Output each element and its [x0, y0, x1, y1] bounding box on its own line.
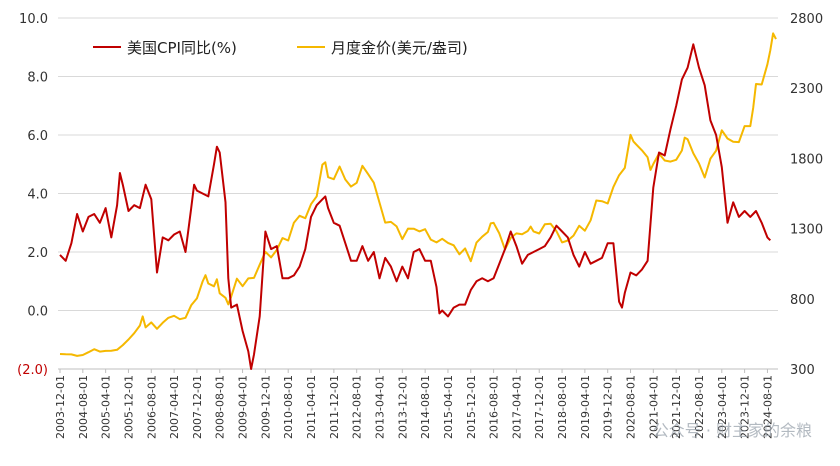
x-tick-label: 2009-04-01	[237, 375, 250, 439]
left-tick-label: 2.0	[27, 246, 48, 261]
left-tick-label: (2.0)	[17, 363, 48, 378]
legend-item-cpi: 美国CPI同比(%)	[93, 39, 237, 57]
legend: 美国CPI同比(%) 月度金价(美元/盎司)	[93, 39, 468, 57]
x-tick-label: 2022-08-01	[693, 375, 706, 439]
right-tick-label: 1300	[790, 223, 823, 238]
x-tick-label: 2007-12-01	[191, 375, 204, 439]
legend-item-gold: 月度金价(美元/盎司)	[297, 39, 468, 57]
right-tick-label: 800	[790, 293, 815, 308]
series-line-gold	[59, 32, 777, 357]
x-tick-label: 2004-08-01	[77, 375, 90, 439]
x-tick-label: 2007-04-01	[168, 375, 181, 439]
x-tick-label: 2005-12-01	[122, 375, 135, 439]
right-tick-label: 1800	[790, 152, 823, 167]
x-tick-label: 2015-04-01	[442, 375, 455, 439]
x-tick-label: 2010-08-01	[282, 375, 295, 439]
x-tick-label: 2013-04-01	[373, 375, 386, 439]
x-tick-label: 2013-12-01	[396, 375, 409, 439]
x-tick-label: 2005-04-01	[100, 375, 113, 439]
x-tick-label: 2023-04-01	[716, 375, 729, 439]
x-tick-label: 2015-12-01	[465, 375, 478, 439]
left-tick-label: 10.0	[19, 12, 48, 27]
right-tick-label: 2300	[790, 82, 823, 97]
right-tick-label: 300	[790, 363, 815, 378]
x-tick-label: 2009-12-01	[259, 375, 272, 439]
x-tick-label: 2011-04-01	[305, 375, 318, 439]
x-tick-label: 2017-04-01	[510, 375, 523, 439]
left-tick-label: 8.0	[27, 71, 48, 86]
x-tick-label: 2006-08-01	[145, 375, 158, 439]
watermark-text: 公众号 · 财主家的余粮	[653, 421, 812, 440]
x-tick-label: 2012-08-01	[351, 375, 364, 439]
x-tick-label: 2021-04-01	[647, 375, 660, 439]
x-tick-label: 2020-08-01	[625, 375, 638, 439]
left-tick-label: 0.0	[27, 305, 48, 320]
x-tick-label: 2011-12-01	[328, 375, 341, 439]
gridlines	[58, 17, 778, 311]
x-tick-label: 2024-08-01	[761, 375, 774, 439]
left-axis-ticks: 10.0 8.0 6.0 4.0 2.0 0.0 (2.0)	[17, 12, 48, 378]
right-tick-label: 2800	[790, 12, 823, 27]
legend-label: 月度金价(美元/盎司)	[331, 39, 468, 57]
x-tick-label: 2014-08-01	[419, 375, 432, 439]
x-tick-label: 2023-12-01	[739, 375, 752, 439]
x-tick-label: 2017-12-01	[533, 375, 546, 439]
legend-label: 美国CPI同比(%)	[127, 39, 237, 57]
left-tick-label: 6.0	[27, 129, 48, 144]
x-tick-label: 2016-08-01	[488, 375, 501, 439]
series-line-cpi	[59, 43, 772, 370]
x-tick-label: 2019-12-01	[602, 375, 615, 439]
x-tick-label: 2008-08-01	[214, 375, 227, 439]
left-tick-label: 4.0	[27, 188, 48, 203]
x-tick-label: 2003-12-01	[54, 375, 67, 439]
right-axis-ticks: 2800 2300 1800 1300 800 300	[790, 12, 823, 378]
x-tick-label: 2018-08-01	[556, 375, 569, 439]
x-tick-label: 2019-04-01	[579, 375, 592, 439]
series-group	[59, 32, 777, 370]
x-axis-ticks: 2003-12-01 2004-08-01 2005-04-01 2005-12-01…	[54, 369, 774, 439]
x-tick-label: 2021-12-01	[670, 375, 683, 439]
